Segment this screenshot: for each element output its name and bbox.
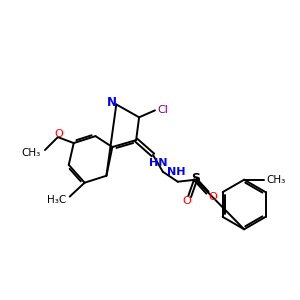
Text: Cl: Cl <box>157 105 168 116</box>
Text: NH: NH <box>167 167 185 177</box>
Text: H₃C: H₃C <box>46 194 66 205</box>
Text: O: O <box>182 196 191 206</box>
Text: S: S <box>191 172 200 185</box>
Text: CH₃: CH₃ <box>266 175 285 185</box>
Text: N: N <box>107 96 117 109</box>
Text: CH₃: CH₃ <box>22 148 41 158</box>
Text: O: O <box>208 192 217 202</box>
Text: O: O <box>55 129 63 139</box>
Text: HN: HN <box>149 158 167 168</box>
